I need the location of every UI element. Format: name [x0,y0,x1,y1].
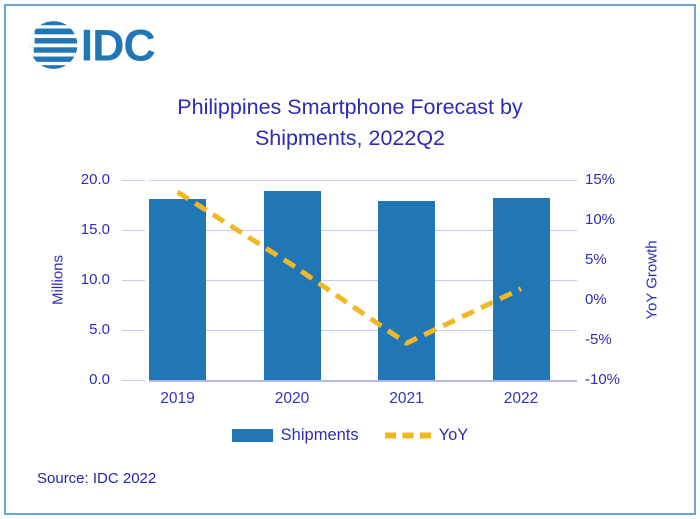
legend-item-yoy: YoY [384,425,469,445]
gridline [149,229,577,231]
gridline [149,329,577,331]
x-axis-label-2021: 2021 [389,390,424,407]
left-axis-tick [122,179,145,181]
left-axis-tick-label: 5.0 [89,321,110,338]
globe-icon [29,21,78,69]
yoy-line [176,189,523,346]
legend-label-yoy: YoY [438,425,469,444]
chart-title-line2: Shipments, 2022Q2 [254,126,446,150]
legend-item-shipments: Shipments [231,425,359,445]
x-axis-label-2020: 2020 [274,390,310,407]
right-axis-title: YoY Growth [643,240,661,320]
chart-legend: Shipments YoY [0,423,700,447]
gridline [149,179,577,181]
left-axis-tick [122,279,145,281]
right-axis-tick-label: 5% [585,251,607,268]
idc-logo: IDC [28,17,168,78]
right-axis-tick-label: -10% [585,371,621,388]
left-axis-tick-label: 0.0 [89,371,110,388]
gridline [149,279,577,281]
left-axis-tick-label: 10.0 [80,271,110,288]
right-axis-tick-label: 0% [585,291,607,308]
bar-2020 [263,191,321,380]
x-axis-line [149,379,577,382]
legend-label-shipments: Shipments [280,425,359,444]
right-axis-tick-label: 10% [585,211,616,228]
chart-title: Philippines Smartphone Forecast by Shipm… [0,92,700,154]
shipments-swatch-icon [231,428,273,442]
source-note: Source: IDC 2022 [37,470,157,487]
left-axis-tick [122,229,145,231]
right-axis-tick-label: 15% [585,171,616,188]
yoy-dash-swatch-icon [384,432,431,438]
left-axis-tick [122,379,145,381]
left-axis-tick-label: 15.0 [80,221,110,238]
bar-2021 [378,201,435,380]
chart-title-line1: Philippines Smartphone Forecast by [177,95,523,119]
left-axis-tick [122,329,145,331]
idc-logo-graphic: IDC [29,21,156,71]
idc-logo-text: IDC [81,22,155,71]
x-axis-label-2019: 2019 [160,390,195,407]
x-axis-label-2022: 2022 [503,390,539,407]
left-axis-tick-label: 20.0 [80,171,110,188]
bar-2019 [149,199,206,380]
right-axis-tick-label: -5% [585,331,612,348]
